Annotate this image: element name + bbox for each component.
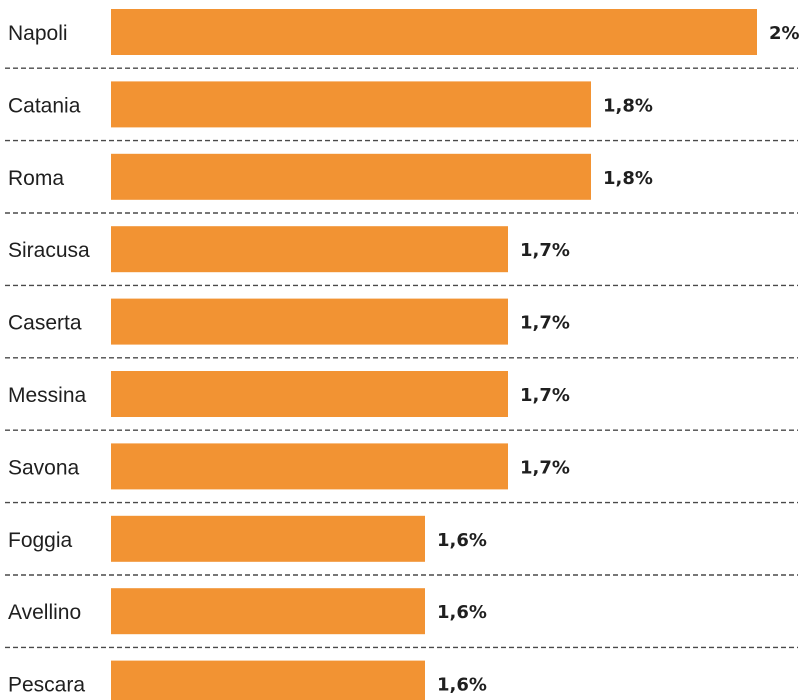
category-label: Siracusa [8, 239, 90, 262]
value-label: 1,6% [437, 602, 487, 623]
bar [111, 298, 508, 345]
category-label: Napoli [8, 22, 68, 45]
value-label: 1,8% [603, 168, 653, 189]
category-label: Pescara [8, 674, 85, 697]
category-label: Caserta [8, 312, 82, 335]
bar [111, 515, 425, 562]
value-label: 2% [769, 23, 800, 44]
value-label: 1,7% [520, 385, 570, 406]
value-label: 1,7% [520, 313, 570, 334]
bar [111, 153, 591, 200]
value-label: 1,6% [437, 530, 487, 551]
bar [111, 371, 508, 417]
bar [111, 588, 425, 635]
value-label: 1,7% [520, 457, 570, 478]
category-label: Avellino [8, 601, 81, 624]
category-label: Savona [8, 456, 80, 479]
category-label: Messina [8, 384, 87, 407]
category-label: Roma [8, 167, 64, 190]
value-label: 1,8% [603, 95, 653, 116]
bar [111, 226, 508, 273]
bar [111, 81, 591, 128]
bar [111, 9, 757, 55]
category-label: Foggia [8, 529, 73, 552]
bar [111, 660, 425, 700]
category-label: Catania [8, 94, 81, 117]
value-label: 1,7% [520, 240, 570, 261]
value-label: 1,6% [437, 675, 487, 696]
bar [111, 443, 508, 490]
